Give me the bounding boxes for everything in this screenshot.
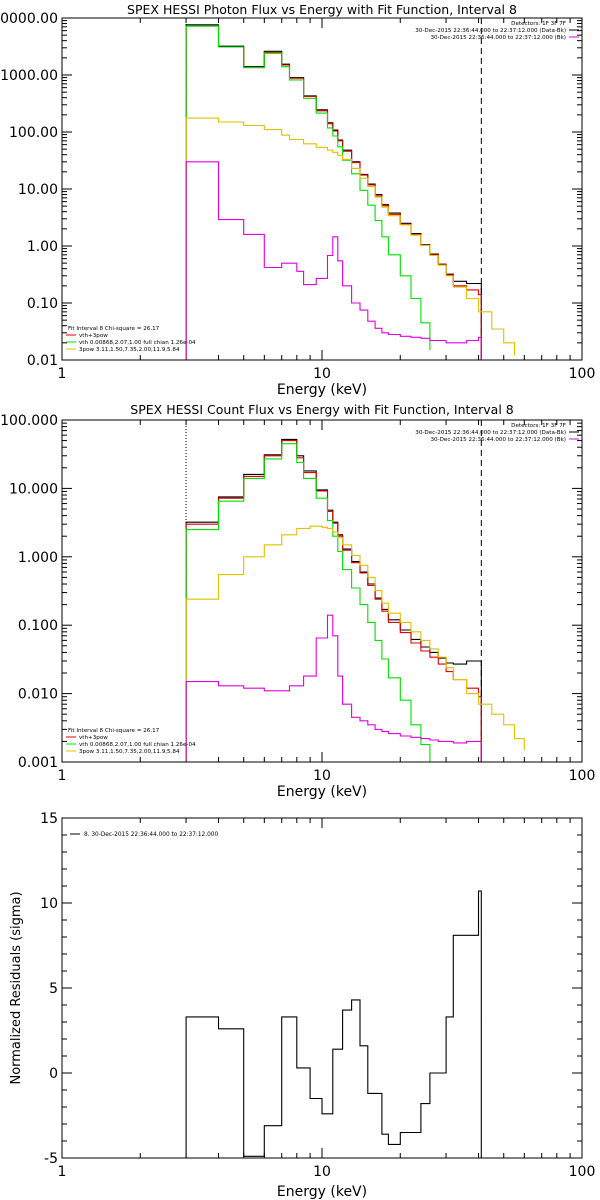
x-tick-label: 1 [58,1164,67,1180]
y-tick-label: 0.01 [27,353,58,369]
y-tick-label: 5 [49,981,58,997]
y-tick-label: 100.000 [0,413,58,429]
series-line-2 [185,440,482,762]
series-line-3 [185,443,431,762]
y-tick-label: 0.10 [27,296,58,312]
x-axis-label: Energy (keV) [277,1184,367,1200]
chart-panel-2: SPEX HESSI Count Flux vs Energy with Fit… [0,402,595,800]
chart-title: SPEX HESSI Count Flux vs Energy with Fit… [130,402,513,417]
info-text: 30-Dec-2015 22:36:44.000 to 22:37:12.000… [430,35,566,41]
x-tick-label: 100 [569,1164,596,1180]
series-line-3 [185,25,431,360]
series-line-5 [185,614,482,762]
plot-frame [61,17,583,361]
info-text: Detectors: 1F 3F 7F [511,423,566,429]
y-tick-label: 10.00 [18,182,58,198]
series-line-1 [185,24,482,360]
plot-frame [61,817,583,1159]
legend-entry: 3pow 3.11,1.50,7.35,2.00,11.9,5.84 [79,749,180,755]
y-tick-label: 15 [40,811,58,827]
series-line-4 [185,117,516,360]
y-tick-label: 10000.00 [0,11,58,27]
info-text: 30-Dec-2015 22:36:44.000 to 22:37:12.000… [430,437,566,443]
x-tick-label: 100 [569,768,596,784]
y-tick-label: -5 [44,1151,58,1167]
series-line-1 [185,890,482,1158]
series-line-4 [185,525,525,762]
legend-entry: vth+3pow [79,735,108,741]
legend-entry: vth+3pow [79,333,108,339]
legend-entry: Fit Interval 8 Chi-square = 26.17 [68,728,160,734]
info-text: 30-Dec-2015 22:36:44.000 to 22:37:12.000… [415,430,566,436]
chart-title: SPEX HESSI Photon Flux vs Energy with Fi… [127,2,517,17]
legend-entry: Fit Interval 8 Chi-square = 26.17 [68,326,160,332]
plot-frame [61,419,583,763]
x-tick-label: 10 [313,1164,331,1180]
y-tick-label: 0.100 [18,618,58,634]
y-tick-label: 0.001 [18,755,58,771]
y-axis-label: Normalized Residuals (sigma) [9,891,24,1084]
chart-panel-3: Energy (keV) Normalized Residuals (sigma)… [9,811,595,1200]
legend-entry: vth 0.00868,2.07,1.00 full chian 1.26e-0… [79,340,196,346]
legend-entry: 3pow 3.11,1.50,7.35,2.00,11.9,5.84 [79,347,180,353]
y-tick-label: 0 [49,1066,58,1082]
x-tick-label: 1 [58,768,67,784]
series-line-1 [185,438,482,762]
legend-entry: 8. 30-Dec-2015 22:36:44.000 to 22:37:12.… [84,832,218,838]
legend-entry: vth 0.00868,2.07,1.00 full chian 1.26e-0… [79,742,196,748]
x-tick-label: 100 [569,366,596,382]
y-tick-label: 10 [40,896,58,912]
series-line-5 [185,161,482,360]
series-line-2 [185,25,482,360]
y-tick-label: 1000.00 [0,68,58,84]
x-tick-label: 1 [58,366,67,382]
chart-panel-1: SPEX HESSI Photon Flux vs Energy with Fi… [0,2,595,398]
x-axis-label: Energy (keV) [277,784,367,800]
y-tick-label: 10.000 [9,481,58,497]
y-tick-label: 0.010 [18,687,58,703]
x-tick-label: 10 [313,366,331,382]
x-axis-label: Energy (keV) [277,382,367,398]
y-tick-label: 1.000 [18,550,58,566]
x-tick-label: 10 [313,768,331,784]
y-tick-label: 1.00 [27,239,58,255]
y-tick-label: 100.00 [9,125,58,141]
info-text: 30-Dec-2015 22:36:44.000 to 22:37:12.000… [415,28,566,34]
info-text: Detectors: 1F 3F 7F [511,21,566,27]
